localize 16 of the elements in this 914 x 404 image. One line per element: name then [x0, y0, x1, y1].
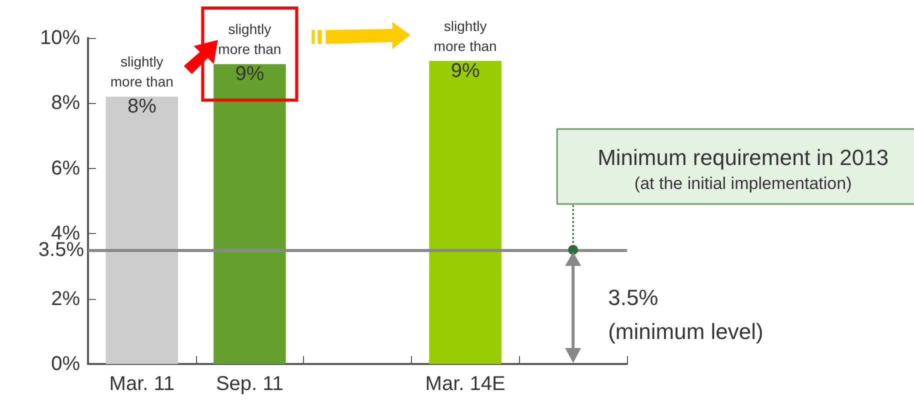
- bar: [106, 96, 178, 364]
- y-tick-label: 10%: [40, 27, 80, 49]
- x-tick-label: Mar. 11: [109, 373, 175, 395]
- bar: [429, 60, 502, 364]
- annotation: 3.5% (minimum level): [608, 285, 764, 344]
- data-label: slightly more than 8%: [110, 54, 174, 118]
- x-tick-label: Sep. 11: [216, 373, 284, 395]
- data-label: slightly more than 9%: [218, 21, 282, 86]
- y-tick-label: 6%: [51, 157, 80, 180]
- y-tick-label: 2%: [51, 288, 80, 310]
- x-tick-label: Mar. 14E: [425, 373, 506, 395]
- y-tick-label: 8%: [51, 92, 80, 114]
- y-tick-label: 0%: [51, 353, 80, 375]
- bar: [214, 64, 286, 364]
- data-label: slightly more than 9%: [434, 18, 497, 82]
- annotation: Minimum requirement in 2013 (at the initial implementation): [598, 145, 889, 193]
